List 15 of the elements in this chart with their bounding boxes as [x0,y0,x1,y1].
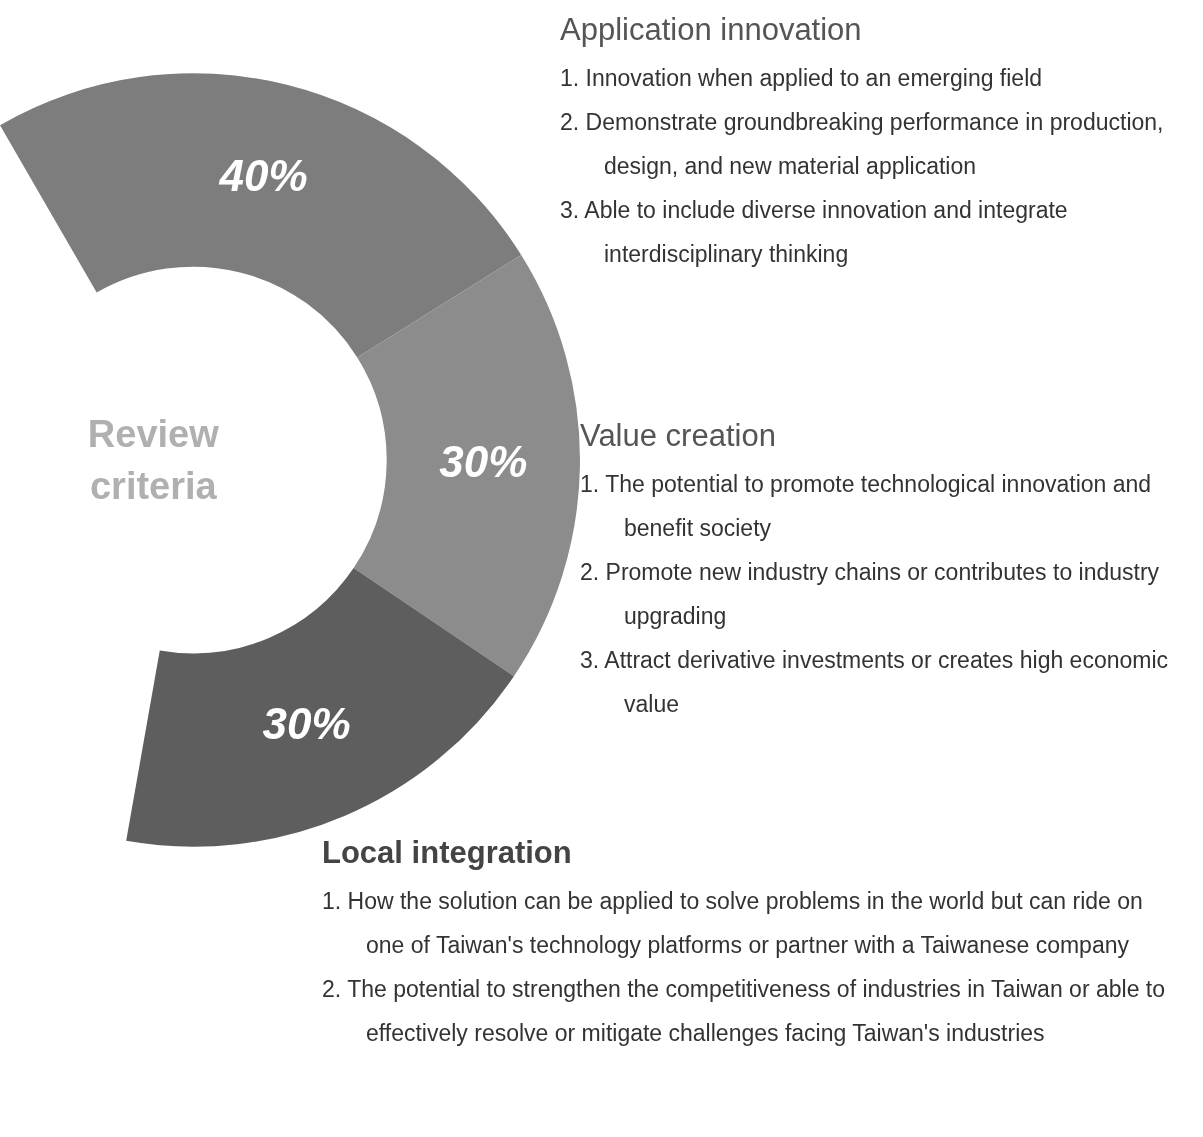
text: 2. Demonstrate groundbreaking performance in production, design, and new material application [560,108,1165,181]
text: 3. Attract derivative investments or creates high economic value [580,646,1170,719]
slice-label: Application innovation [560,12,863,48]
data-label: 40% [218,150,308,200]
text: 2. The potential to strengthen the competitiveness of industries in Taiwan or able to effectively resolve or mitigate challenges facing Taiwan's industries [322,975,1166,1048]
text: 3. Able to include diverse innovation and integrate interdisciplinary thinking [560,196,1069,269]
text: Review criteria [86,412,220,509]
text: 1. Innovation when applied to an emerging field [560,64,1044,93]
text: 2. Promote new industry chains or contributes to industry upgrading [580,558,1161,631]
slice-label: Value creation [580,418,777,454]
data-label: 30% [262,699,351,749]
text: 1. How the solution can be applied to solve problems in the world but can ride on one of Taiwan's technology platforms or partner with a Taiwanese company [322,887,1144,960]
data-label: 30% [439,437,528,487]
text: 1. The potential to promote technological innovation and benefit society [580,470,1153,543]
slice-label: Local integration [322,835,573,871]
